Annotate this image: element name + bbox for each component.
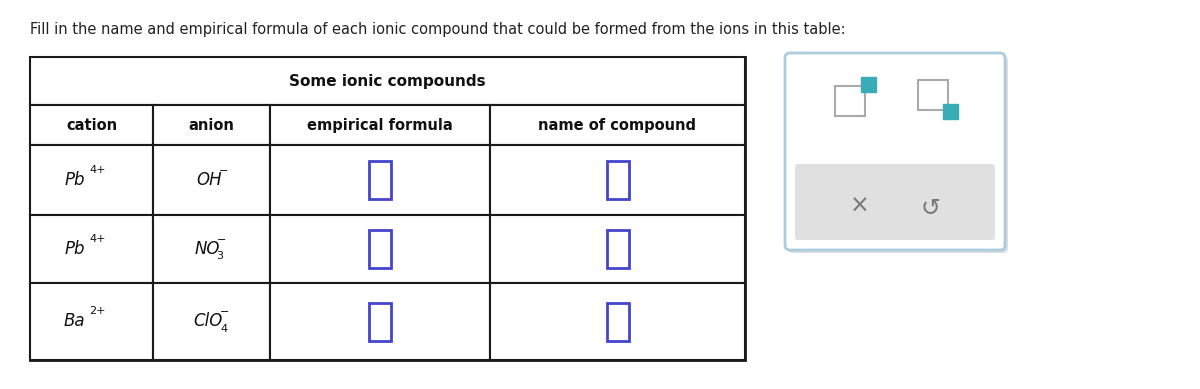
Text: ClO: ClO	[193, 312, 222, 331]
Text: 2+: 2+	[90, 307, 106, 317]
Bar	[370, 230, 391, 268]
Text: −: −	[216, 235, 226, 245]
Bar	[490, 105, 745, 145]
Bar	[154, 215, 270, 283]
Bar	[270, 145, 490, 215]
Text: Pb: Pb	[65, 240, 85, 258]
Text: Fill in the name and empirical formula of each ionic compound that could be form: Fill in the name and empirical formula o…	[30, 22, 846, 37]
Bar	[860, 77, 876, 92]
Text: NO: NO	[194, 240, 221, 258]
Text: ↺: ↺	[920, 196, 941, 220]
Text: ×: ×	[850, 194, 869, 218]
Bar	[918, 80, 948, 110]
Bar	[30, 283, 154, 360]
Bar	[606, 303, 629, 340]
Text: 3: 3	[216, 251, 223, 261]
Bar	[30, 57, 745, 360]
Text: name of compound: name of compound	[539, 117, 696, 133]
Bar	[490, 145, 745, 215]
Text: −: −	[218, 166, 228, 176]
Text: −: −	[220, 307, 229, 317]
Text: anion: anion	[188, 117, 234, 133]
Text: Pb: Pb	[65, 171, 85, 189]
Text: OH: OH	[197, 171, 222, 189]
Bar	[490, 215, 745, 283]
Bar	[30, 57, 745, 105]
Bar	[270, 215, 490, 283]
Text: Some ionic compounds: Some ionic compounds	[289, 74, 486, 89]
Bar	[370, 303, 391, 340]
FancyBboxPatch shape	[785, 53, 1006, 250]
Text: cation: cation	[66, 117, 118, 133]
Bar	[154, 145, 270, 215]
FancyBboxPatch shape	[788, 56, 1008, 253]
Text: 4+: 4+	[90, 234, 106, 244]
Bar	[370, 161, 391, 199]
Bar	[30, 215, 154, 283]
Text: empirical formula: empirical formula	[307, 117, 452, 133]
Bar	[606, 161, 629, 199]
Bar	[490, 283, 745, 360]
Bar	[270, 283, 490, 360]
Bar	[30, 105, 154, 145]
Bar	[154, 105, 270, 145]
Bar	[835, 86, 865, 116]
Text: Ba: Ba	[64, 312, 85, 331]
Bar	[943, 104, 958, 119]
Bar	[270, 105, 490, 145]
Bar	[606, 230, 629, 268]
FancyBboxPatch shape	[796, 164, 995, 240]
Text: 4+: 4+	[90, 165, 106, 175]
Bar	[30, 145, 154, 215]
Text: 4: 4	[220, 324, 227, 333]
Bar	[154, 283, 270, 360]
